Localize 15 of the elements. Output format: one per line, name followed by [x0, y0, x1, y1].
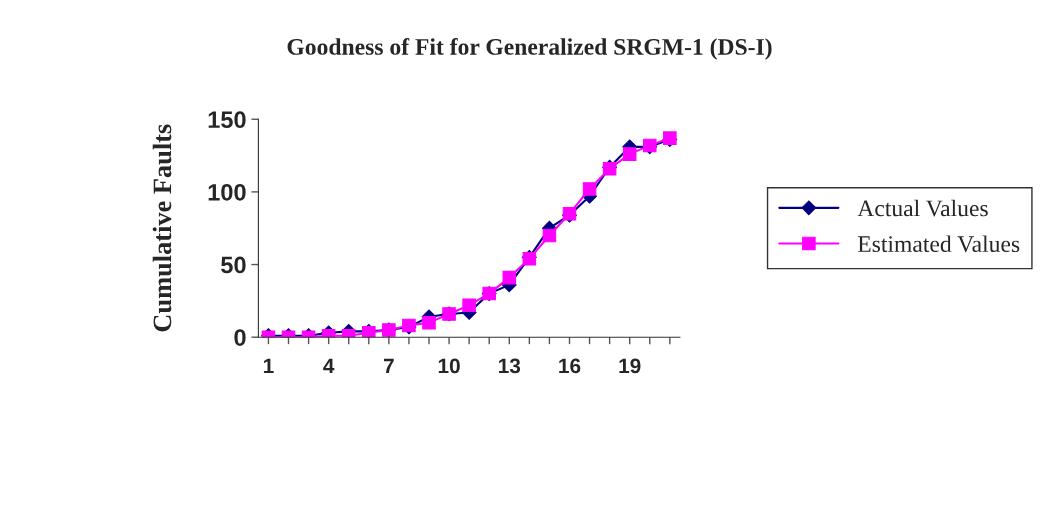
x-tick-label: 4: [323, 358, 335, 374]
legend-label: Estimated Values: [857, 235, 1020, 253]
y-axis-title: Cumulative Faults: [152, 124, 172, 332]
x-tick-label: 16: [559, 358, 581, 374]
chart-title: Goodness of Fit for Generalized SRGM-1 (DS-I): [287, 38, 772, 60]
y-tick-label: 100: [208, 183, 246, 201]
x-tick-label: 19: [619, 358, 641, 374]
x-tick-label: 13: [499, 358, 521, 374]
legend-label: Actual Values: [857, 199, 988, 217]
y-tick-label: 0: [234, 329, 246, 346]
y-tick-label: 50: [221, 256, 246, 274]
y-tick-label: 150: [208, 111, 246, 129]
x-tick-label: 1: [263, 358, 274, 374]
x-tick-label: 10: [438, 358, 460, 374]
x-tick-label: 7: [383, 358, 394, 374]
